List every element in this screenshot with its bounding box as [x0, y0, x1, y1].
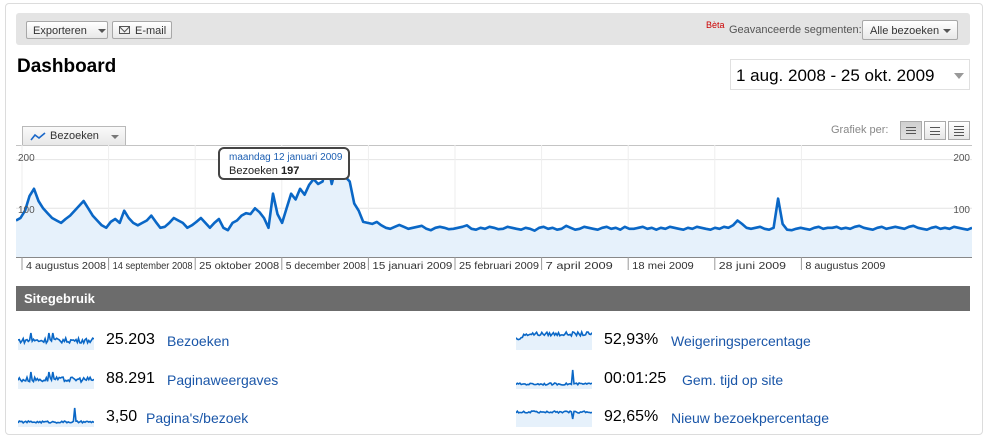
- avg-time-sparkline: [516, 369, 592, 389]
- x-tick-label: 8 augustus 2009: [805, 261, 885, 272]
- graph-by-label: Grafiek per:: [831, 124, 889, 136]
- metric-avg-time: 00:01:25 Gem. tijd op site: [516, 367, 846, 391]
- x-tick-label: 14 september 2008: [113, 261, 193, 272]
- site-usage-header: Sitegebruik: [16, 286, 970, 311]
- export-button[interactable]: Exporteren: [26, 21, 108, 39]
- pageviews-sparkline: [18, 371, 94, 389]
- y-tick-100-left: 100: [18, 205, 35, 216]
- graph-by-month-button[interactable]: [948, 121, 970, 140]
- sparkline-area: [516, 370, 592, 389]
- pages-per-visit-link[interactable]: Pagina's/bezoek: [146, 410, 249, 426]
- sparkline-line: [516, 409, 592, 420]
- tooltip-value: Bezoeken 197: [229, 165, 299, 177]
- pages-per-visit-value: 3,50: [106, 408, 138, 425]
- sparkline-area: [516, 332, 592, 350]
- chevron-down-icon: [954, 73, 964, 79]
- x-tick-labels: 4 augustus 2008 14 september 2008 25 oktob…: [21, 257, 886, 272]
- pageviews-value: 88.291: [106, 370, 155, 387]
- x-tick-label: 15 januari 2009: [372, 261, 452, 272]
- x-tick-label: 7 april 2009: [546, 261, 614, 272]
- bounce-rate-value: 52,93%: [604, 331, 659, 348]
- chart-tooltip: maandag 12 januari 2009 Bezoeken 197: [218, 147, 350, 180]
- sparkline-line: [18, 371, 94, 384]
- email-button-label: E-mail: [135, 25, 167, 37]
- pageviews-link[interactable]: Paginaweergaves: [167, 372, 279, 388]
- x-tick-label: 5 december 2008: [286, 261, 366, 272]
- graph-by-day-button[interactable]: [900, 121, 922, 140]
- bounce-rate-sparkline: [516, 329, 592, 350]
- site-usage-title: Sitegebruik: [24, 291, 95, 306]
- date-range-value: 1 aug. 2008 - 25 okt. 2009: [736, 66, 935, 85]
- tooltip-metric: Bezoeken: [229, 165, 278, 177]
- segment-select-value: Alle bezoeken: [870, 25, 940, 37]
- metric-selector[interactable]: Bezoeken: [22, 126, 126, 146]
- export-button-label: Exporteren: [33, 25, 87, 37]
- chevron-down-icon: [98, 29, 106, 33]
- x-tick-label: 25 oktober 2008: [199, 261, 279, 272]
- tooltip-number: 197: [281, 165, 300, 177]
- sparkline-area: [18, 408, 94, 427]
- metric-new-visits: 92,65% Nieuw bezoekpercentage: [516, 405, 846, 429]
- metric-bounce-rate: 52,93% Weigeringspercentage: [516, 328, 846, 352]
- bounce-rate-link[interactable]: Weigeringspercentage: [671, 333, 811, 349]
- x-tick-label: 25 februari 2009: [459, 261, 539, 272]
- sparkline-area: [516, 411, 592, 427]
- chevron-down-icon: [943, 29, 951, 33]
- x-axis-band: [16, 258, 972, 275]
- sparkline-line: [516, 329, 592, 341]
- x-tick-label: 18 mei 2009: [632, 261, 694, 272]
- pages-per-visit-sparkline: [18, 407, 94, 427]
- avg-time-link[interactable]: Gem. tijd op site: [682, 372, 784, 388]
- new-visits-link[interactable]: Nieuw bezoekpercentage: [671, 410, 829, 426]
- line-chart-icon: [30, 132, 46, 141]
- beta-badge: Bèta: [706, 20, 725, 30]
- segment-select[interactable]: Alle bezoeken: [862, 20, 958, 40]
- tooltip-date: maandag 12 januari 2009: [229, 152, 343, 163]
- advanced-segments-label: Geavanceerde segmenten:: [729, 24, 862, 36]
- sparkline-area: [18, 372, 94, 389]
- graph-by-week-button[interactable]: [924, 121, 946, 140]
- x-tick-label: 28 juni 2009: [719, 261, 787, 272]
- mail-icon: [119, 26, 130, 34]
- new-visits-sparkline: [516, 409, 592, 427]
- new-visits-value: 92,65%: [604, 408, 659, 425]
- metric-selector-label: Bezoeken: [50, 130, 99, 142]
- metric-visits: 25.203 Bezoeken: [18, 328, 318, 352]
- y-tick-200-right: 200: [953, 153, 970, 164]
- sparkline-line: [18, 332, 94, 346]
- metric-pages-per-visit: 3,50 Pagina's/bezoek: [18, 405, 318, 429]
- metric-pageviews: 88.291 Paginaweergaves: [18, 367, 318, 391]
- sparkline-area: [18, 333, 94, 350]
- sparkline-line: [18, 407, 94, 425]
- visits-chart[interactable]: 200 100 200 100 4 augustus 2008 14 septem…: [16, 145, 972, 275]
- visits-value: 25.203: [106, 331, 155, 348]
- chevron-down-icon: [111, 135, 119, 139]
- page-title: Dashboard: [17, 56, 117, 77]
- y-tick-200-left: 200: [18, 153, 35, 164]
- x-tick-label: 4 augustus 2008: [26, 261, 106, 272]
- visits-sparkline: [18, 332, 94, 350]
- visits-area: [16, 161, 972, 257]
- avg-time-value: 00:01:25: [604, 370, 667, 387]
- sparkline-line: [516, 369, 592, 387]
- email-button[interactable]: E-mail: [112, 21, 172, 39]
- date-range-picker[interactable]: 1 aug. 2008 - 25 okt. 2009: [730, 59, 970, 90]
- visits-line: [16, 159, 972, 232]
- visits-link[interactable]: Bezoeken: [167, 333, 230, 349]
- y-tick-100-right: 100: [953, 205, 970, 216]
- toolbar: Exporteren E-mail Bèta Geavanceerde segm…: [16, 13, 970, 45]
